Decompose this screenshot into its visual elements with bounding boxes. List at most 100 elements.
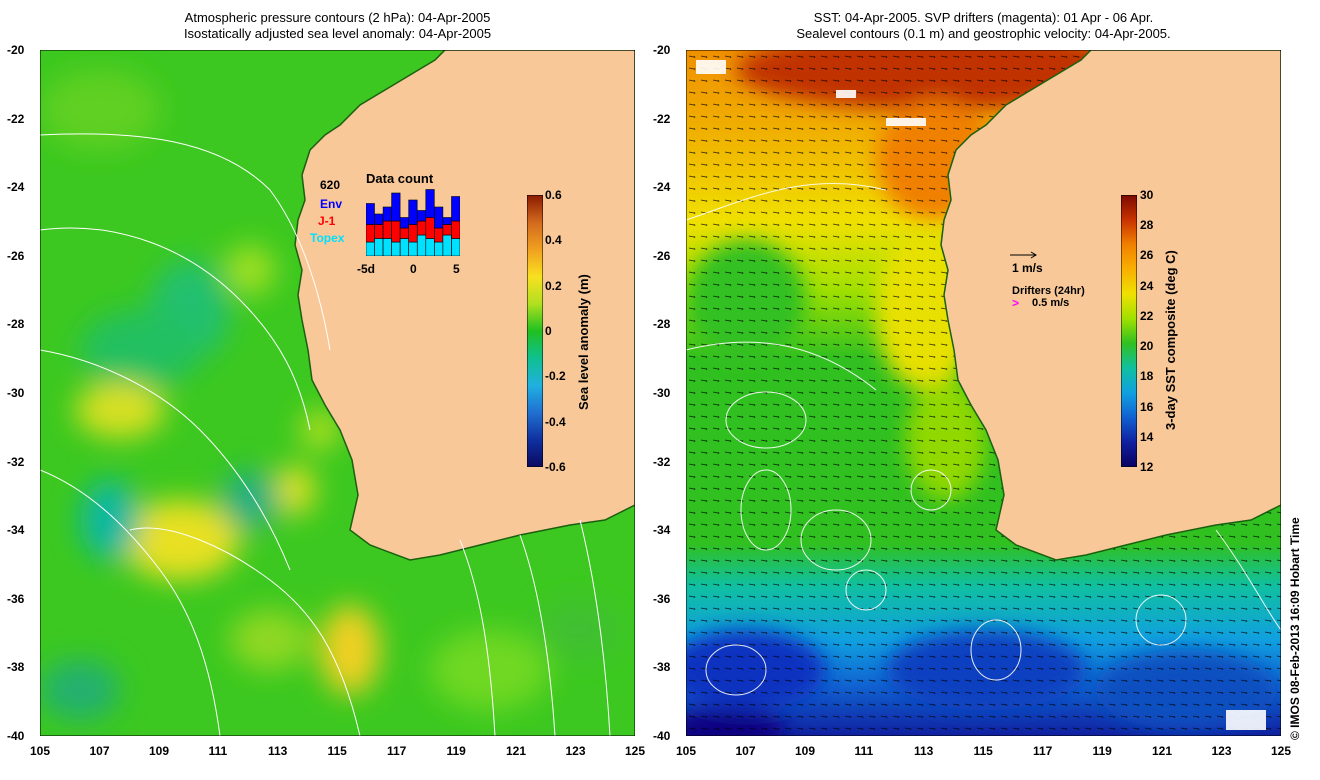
left-lat-tick-1: -22 <box>7 111 25 126</box>
right-lon-tick-8: 121 <box>1152 744 1173 758</box>
drifter-speed-label: 0.5 m/s <box>1032 297 1070 309</box>
left-lon-tick-9: 123 <box>565 744 586 758</box>
right-lon-tick-6: 117 <box>1033 744 1053 758</box>
drifter-marker-icon: > <box>1012 296 1020 310</box>
data-count-histogram <box>366 189 460 256</box>
left-colorbar-tick-0: 0.6 <box>545 188 562 202</box>
histogram-bar-topex-5 <box>408 241 418 256</box>
histogram-bar-j1-6 <box>416 220 427 236</box>
sealevel-contours <box>686 183 1281 696</box>
left-lon-tick-0: 105 <box>30 744 51 758</box>
histogram-bar-j1-3 <box>391 220 401 243</box>
histogram-bar-topex-3 <box>391 241 401 256</box>
right-colorbar-tick-4: 22 <box>1140 308 1154 323</box>
left-lat-tick-2: -24 <box>7 180 25 195</box>
pressure-contours <box>40 133 611 736</box>
left-colorbar-tick-4: -0.2 <box>545 369 566 384</box>
histogram-bar-env-10 <box>451 196 460 222</box>
histogram-bar-env-3 <box>391 192 401 222</box>
right-colorbar-tick-9: 12 <box>1140 460 1154 474</box>
right-colorbar-tick-5: 20 <box>1140 339 1154 354</box>
histogram-bar-topex-1 <box>374 238 384 256</box>
histogram-bar-j1-1 <box>374 224 384 239</box>
histogram-bar-j1-9 <box>442 224 452 236</box>
histogram-bar-env-6 <box>416 210 427 222</box>
left-colorbar-label: Sea level anomaly (m) <box>576 274 591 410</box>
histogram-bar-env-9 <box>442 217 452 225</box>
left-lon-tick-8: 121 <box>506 744 527 758</box>
right-lat-tick-1: -22 <box>653 111 671 126</box>
left-lat-tick-6: -32 <box>7 454 25 469</box>
legend-j1: J-1 <box>318 214 336 228</box>
right-lon-tick-10: 125 <box>1271 744 1292 758</box>
left-lon-tick-5: 115 <box>327 744 347 758</box>
histogram-bar-env-0 <box>366 203 375 225</box>
left-lat-tick-8: -36 <box>7 591 25 606</box>
left-colorbar-tick-1: 0.4 <box>545 233 562 248</box>
right-colorbar-label: 3-day SST composite (deg C) <box>1163 250 1178 430</box>
left-colorbar-tick-3: 0 <box>545 324 552 338</box>
histogram-bar-env-8 <box>434 206 444 229</box>
right-lat-tick-7: -34 <box>653 523 671 538</box>
right-lat-tick-2: -24 <box>653 180 671 195</box>
left-lon-tick-4: 113 <box>268 744 288 758</box>
right-title-line1: SST: 04-Apr-2005. SVP drifters (magenta)… <box>813 10 1154 25</box>
left-lon-tick-6: 117 <box>387 744 407 758</box>
left-lat-tick-9: -38 <box>7 660 25 675</box>
cloud-mask <box>696 60 1266 730</box>
right-lat-tick-9: -38 <box>653 660 671 675</box>
histogram-bar-env-7 <box>425 189 435 218</box>
australia-landmass-right <box>940 50 1281 561</box>
imos-credit: © IMOS 08-Feb-2013 16:09 Hobart Time <box>1288 517 1302 740</box>
right-colorbar-tick-3: 24 <box>1140 278 1154 293</box>
histogram-bar-topex-9 <box>442 234 452 256</box>
right-lat-tick-10: -40 <box>653 729 671 743</box>
right-colorbar-tick-1: 28 <box>1140 218 1154 233</box>
histogram-bar-j1-2 <box>382 220 392 239</box>
right-colorbar-tick-2: 26 <box>1140 248 1154 263</box>
data-count-title: Data count <box>366 171 434 186</box>
left-lat-tick-3: -26 <box>7 248 25 263</box>
left-colorbar-tick-5: -0.4 <box>545 414 566 429</box>
left-lat-tick-5: -30 <box>7 386 25 400</box>
right-map-title: SST: 04-Apr-2005. SVP drifters (magenta)… <box>686 10 1281 42</box>
histogram-bar-topex-0 <box>366 241 375 256</box>
velocity-key-label: 1 m/s <box>1012 261 1043 275</box>
right-lat-tick-6: -32 <box>653 454 671 469</box>
left-lon-tick-7: 119 <box>446 744 466 758</box>
right-colorbar <box>1121 195 1137 467</box>
right-lat-tick-0: -20 <box>653 43 671 57</box>
histogram-bar-env-2 <box>382 206 392 222</box>
histogram-bar-topex-2 <box>382 238 392 256</box>
right-colorbar-tick-7: 16 <box>1140 399 1154 414</box>
right-lat-tick-4: -28 <box>653 317 671 332</box>
right-lat-tick-3: -26 <box>653 248 671 263</box>
legend-env: Env <box>320 197 343 211</box>
histogram-bar-topex-8 <box>434 241 444 256</box>
data-count-number: 620 <box>320 178 341 192</box>
right-colorbar-tick-6: 18 <box>1140 369 1154 384</box>
histogram-bar-j1-7 <box>425 217 435 239</box>
histogram-xlabel-end: 5 <box>453 262 460 276</box>
left-title-line1: Atmospheric pressure contours (2 hPa): 0… <box>184 10 491 25</box>
left-map-title: Atmospheric pressure contours (2 hPa): 0… <box>40 10 635 42</box>
histogram-bar-j1-4 <box>399 227 410 239</box>
histogram-bar-topex-6 <box>416 234 427 256</box>
right-map <box>686 50 1281 736</box>
right-lon-tick-3: 111 <box>854 744 874 758</box>
histogram-bar-env-1 <box>374 213 384 225</box>
left-lat-tick-0: -20 <box>7 43 25 57</box>
right-colorbar-tick-0: 30 <box>1140 188 1154 202</box>
histogram-bar-j1-5 <box>408 224 418 243</box>
left-lat-tick-4: -28 <box>7 317 25 332</box>
histogram-xlabel-start: -5d <box>357 262 375 276</box>
right-colorbar-tick-8: 14 <box>1140 429 1154 444</box>
left-lon-tick-3: 111 <box>208 744 228 758</box>
velocity-key-arrow <box>1010 251 1037 259</box>
histogram-bar-j1-10 <box>451 220 460 239</box>
left-anomaly-field <box>40 70 620 720</box>
right-lon-tick-7: 119 <box>1092 744 1112 758</box>
histogram-bar-topex-10 <box>451 238 460 256</box>
legend-topex: Topex <box>310 231 345 245</box>
drifters-label: Drifters (24hr) <box>1012 285 1085 297</box>
